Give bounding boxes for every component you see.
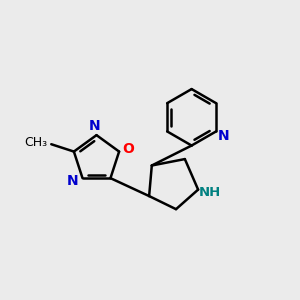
Text: NH: NH bbox=[198, 186, 220, 199]
Text: N: N bbox=[67, 174, 79, 188]
Text: N: N bbox=[218, 129, 229, 142]
Text: CH₃: CH₃ bbox=[25, 136, 48, 149]
Text: O: O bbox=[122, 142, 134, 156]
Text: N: N bbox=[89, 118, 101, 133]
